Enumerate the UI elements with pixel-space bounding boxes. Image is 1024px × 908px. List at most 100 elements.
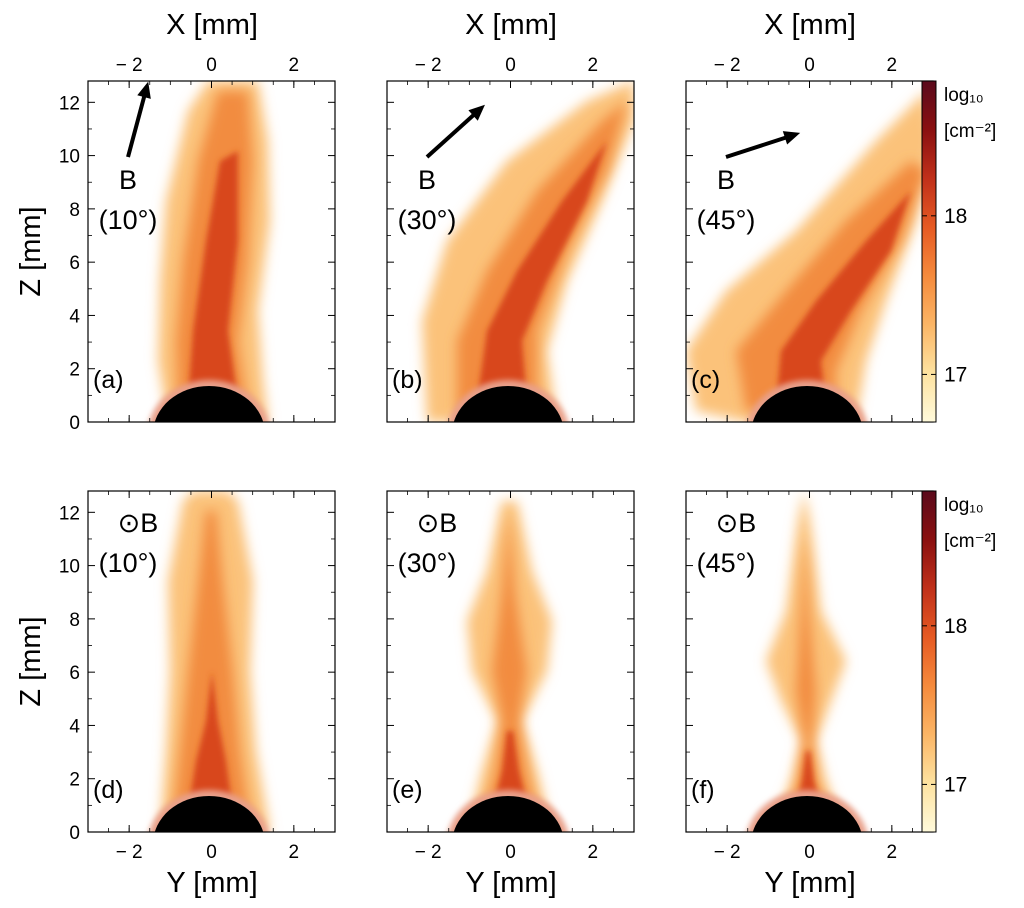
panel-label: (b) (392, 366, 423, 394)
colorbar: log₁₀ [cm⁻²] 17 18 (921, 490, 996, 833)
b-field-arrow (725, 133, 794, 159)
x-tick-label: − 2 (116, 55, 143, 76)
y-tick-label: 2 (69, 770, 80, 791)
colorbar-gradient (921, 490, 937, 833)
colorbars: log₁₀ [cm⁻²] 17 18 log₁₀ [cm⁻²] 17 18 (921, 80, 996, 833)
b-field-arrow (126, 88, 149, 158)
y-tick-label: 4 (69, 716, 80, 737)
x-tick-label: 2 (887, 842, 898, 863)
field-label: ⊙B (716, 508, 757, 538)
angle-label: (30°) (398, 205, 457, 235)
x-tick-label: 2 (289, 842, 300, 863)
plume-core (776, 191, 911, 406)
x-tick-label: 0 (804, 55, 815, 76)
y-tick-label: 0 (69, 413, 80, 434)
b-field-arrowhead (782, 131, 801, 145)
angle-label: (45°) (697, 205, 756, 235)
angle-label: (30°) (398, 548, 457, 578)
field-label: B (418, 165, 436, 195)
x-tick-label: − 2 (714, 55, 741, 76)
y-axis-title-bottom: Y [mm] (166, 867, 257, 899)
angle-label: (10°) (99, 205, 158, 235)
field-label: ⊙B (417, 508, 458, 538)
y-tick-label: 2 (69, 360, 80, 381)
colorbar-label: log₁₀ (944, 85, 984, 106)
plume-mid (173, 511, 250, 821)
x-tick-label: − 2 (415, 55, 442, 76)
y-tick-label: 6 (69, 663, 80, 684)
x-tick-label: 2 (887, 55, 898, 76)
z-axis-title: Z [mm] (15, 206, 47, 296)
x-axis-title: X [mm] (465, 9, 557, 41)
y-tick-label: 8 (69, 610, 80, 631)
colorbar-tick-label: 18 (944, 205, 967, 228)
plume-image (387, 81, 634, 422)
panel-b: − 2 0 2 (b) B (30°) (386, 55, 635, 423)
x-tick-label: 0 (804, 842, 815, 863)
panel-a: − 2 0 2 0 2 4 6 8 10 12 (a) B (10°) (59, 55, 336, 434)
y-tick-label: 8 (69, 200, 80, 221)
y-tick-label: 0 (69, 823, 80, 844)
panel-label: (e) (392, 776, 423, 804)
colorbar-label: [cm⁻²] (944, 531, 996, 552)
colorbar-tick-label: 17 (944, 363, 967, 386)
z-axis-title: Z [mm] (15, 616, 47, 706)
x-axis-title: X [mm] (166, 9, 258, 41)
colorbar-tick-label: 18 (944, 615, 967, 638)
x-tick-label: 0 (206, 842, 217, 863)
x-tick-label: 0 (505, 842, 516, 863)
plume-image (88, 81, 335, 422)
panel-f: − 2 0 2 (f) ⊙B (45°) (685, 490, 934, 863)
plume-image (88, 491, 335, 832)
source-dome (453, 386, 563, 422)
field-label: B (119, 165, 137, 195)
x-tick-label: − 2 (415, 842, 442, 863)
x-tick-label: 2 (588, 842, 599, 863)
plume-mid (786, 531, 831, 821)
panel-label: (a) (93, 366, 124, 394)
y-tick-label: 6 (69, 253, 80, 274)
panel-e: − 2 0 2 (e) ⊙B (30°) (386, 490, 635, 863)
x-axis-title: X [mm] (764, 9, 856, 41)
plume-image (686, 491, 933, 832)
plume-core (188, 151, 238, 401)
colorbar: log₁₀ [cm⁻²] 17 18 (921, 80, 996, 423)
source-dome (752, 796, 862, 832)
x-tick-label: 2 (289, 55, 300, 76)
panel-c: − 2 0 2 (c) B (45°) (685, 55, 934, 423)
field-label: ⊙B (118, 508, 159, 538)
plume-image (686, 81, 933, 422)
field-label: B (717, 165, 735, 195)
source-dome (154, 796, 264, 832)
colorbar-tick-label: 17 (944, 773, 967, 796)
x-tick-label: 2 (588, 55, 599, 76)
source-dome (154, 386, 264, 422)
y-tick-label: 12 (59, 93, 80, 114)
source-dome (752, 386, 862, 422)
b-field-arrow (425, 108, 481, 159)
x-tick-label: 0 (206, 55, 217, 76)
x-tick-label: 0 (505, 55, 516, 76)
plume-mid (482, 511, 539, 821)
x-tick-label: − 2 (116, 842, 143, 863)
x-tick-label: − 2 (714, 842, 741, 863)
y-tick-label: 4 (69, 306, 80, 327)
panel-label: (d) (93, 776, 124, 804)
figure-labels: X [mm] Y [mm] X [mm] Y [mm] X [mm] Y [mm] Z [m… (15, 9, 856, 899)
plume-core (188, 671, 233, 811)
y-tick-label: 12 (59, 503, 80, 524)
colorbar-label: log₁₀ (944, 495, 984, 516)
panel-label: (c) (691, 366, 720, 394)
y-tick-label: 10 (59, 147, 80, 168)
b-field-arrowhead (137, 81, 151, 99)
panel-label: (f) (691, 776, 715, 804)
b-field-arrowhead (468, 104, 485, 121)
colorbar-gradient (921, 80, 937, 423)
angle-label: (10°) (99, 548, 158, 578)
y-axis-title-bottom: Y [mm] (764, 867, 855, 899)
plume-core (477, 141, 607, 401)
y-tick-label: 10 (59, 557, 80, 578)
panel-d: − 2 0 2 0 2 4 6 8 10 12 (d) ⊙B (10°) (59, 490, 336, 863)
